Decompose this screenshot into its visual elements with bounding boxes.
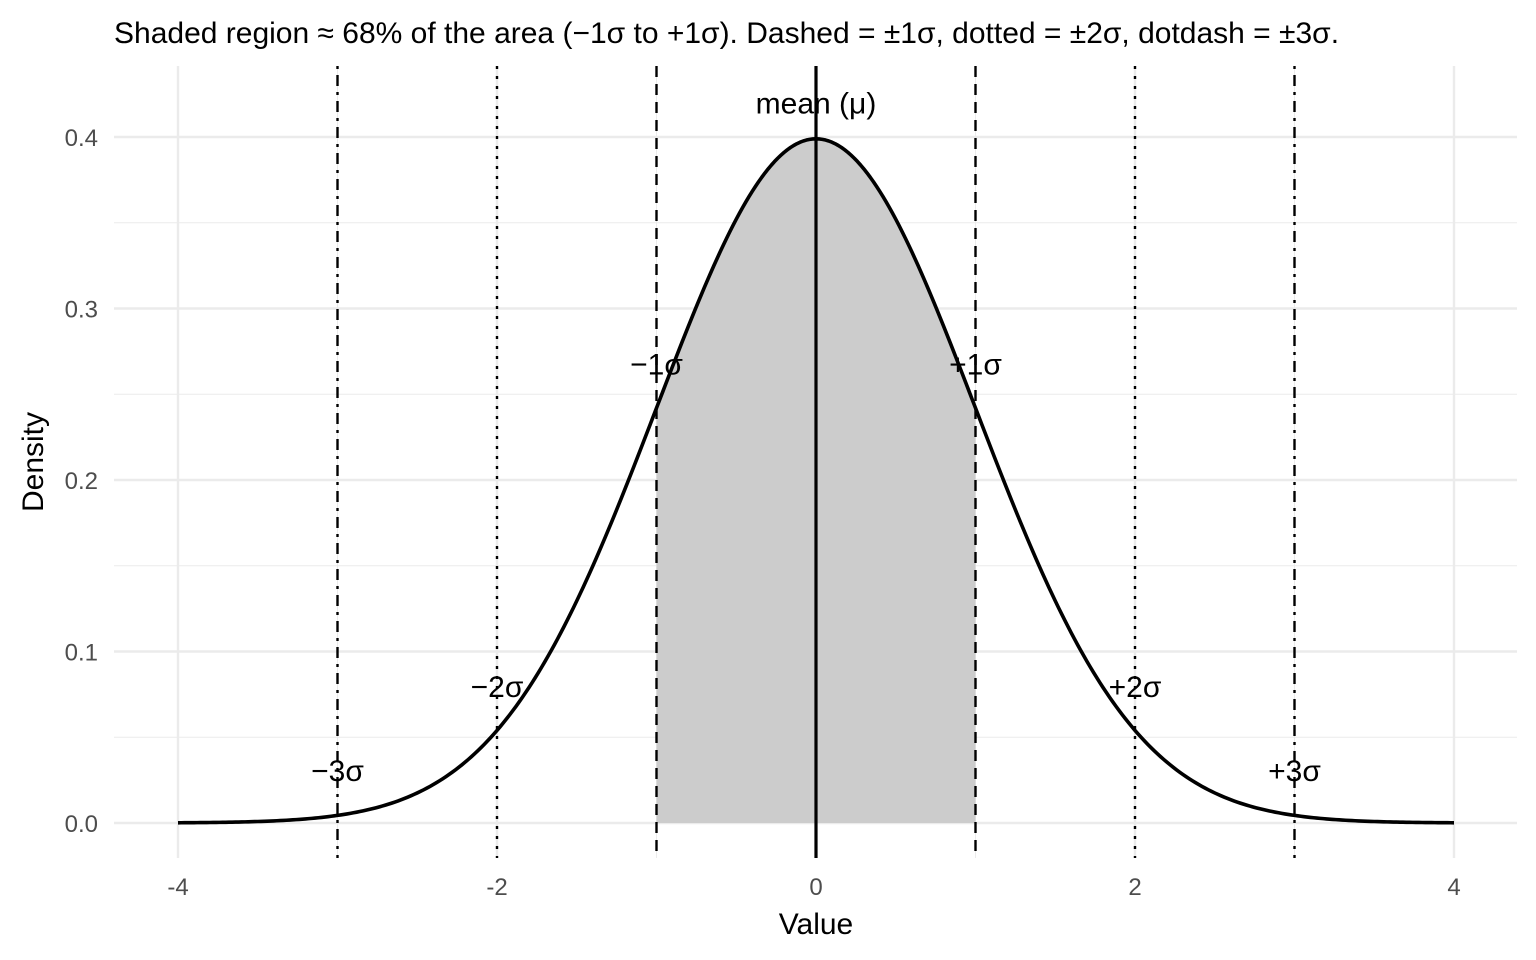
- x-tick-label: -4: [167, 874, 188, 901]
- annotation-label: −1σ: [630, 348, 683, 381]
- y-tick-label: 0.4: [65, 125, 98, 152]
- annotation-label: mean (μ): [756, 88, 877, 121]
- annotation-label: −3σ: [311, 755, 364, 788]
- annotation-label: +3σ: [1268, 755, 1321, 788]
- x-tick-label: 0: [809, 874, 822, 901]
- y-tick-label: 0.3: [65, 297, 98, 324]
- y-tick-label: 0.0: [65, 811, 98, 838]
- y-axis-title: Density: [17, 412, 50, 512]
- density-curve: [177, 137, 1455, 825]
- y-axis-ticks: 0.0 0.1 0.2 0.3 0.4: [65, 125, 98, 838]
- annotation-label: −2σ: [471, 671, 524, 704]
- annotation-label: +2σ: [1109, 671, 1162, 704]
- y-tick-label: 0.1: [65, 640, 98, 667]
- y-tick-label: 0.2: [65, 468, 98, 495]
- density-curve-layer: [177, 137, 1455, 825]
- x-tick-label: 4: [1447, 874, 1460, 901]
- chart-title: Shaded region ≈ 68% of the area (−1σ to …: [114, 17, 1339, 50]
- line-annotations: mean (μ) −1σ +1σ −2σ +2σ −3σ +3σ: [311, 88, 1321, 788]
- x-axis-title: Value: [779, 908, 854, 941]
- x-tick-label: 2: [1128, 874, 1141, 901]
- reference-lines: [336, 66, 1296, 858]
- x-tick-label: -2: [486, 874, 507, 901]
- annotation-label: +1σ: [949, 348, 1002, 381]
- x-axis-ticks: -4 -2 0 2 4: [167, 874, 1460, 901]
